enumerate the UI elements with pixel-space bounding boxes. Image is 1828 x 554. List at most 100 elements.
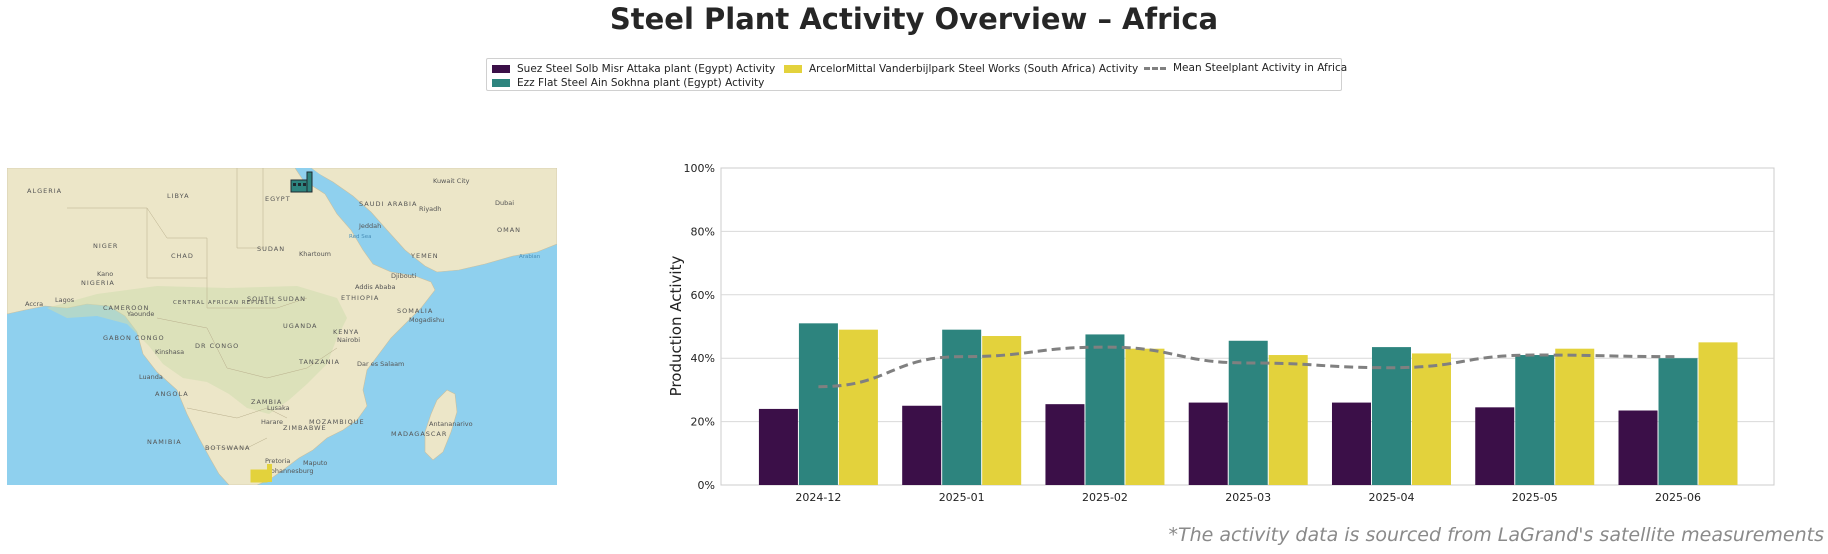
bar	[902, 405, 942, 485]
map-label: UGANDA	[283, 322, 317, 330]
footnote: *The activity data is sourced from LaGra…	[1168, 524, 1824, 546]
map-label: Djibouti	[391, 272, 416, 280]
map-label: YEMEN	[410, 252, 439, 260]
map-label: SUDAN	[257, 245, 285, 253]
map-label: Arabian	[519, 254, 541, 260]
map-land-arabia	[310, 168, 557, 273]
legend-label-mean: Mean Steelplant Activity in Africa	[1173, 62, 1348, 74]
map-label: Yaounde	[126, 310, 154, 318]
map-label: Maputo	[303, 459, 327, 467]
bar	[1331, 402, 1371, 485]
map-label: KENYA	[333, 328, 359, 336]
x-tick-label: 2025-06	[1655, 491, 1701, 504]
map-label: CHAD	[171, 252, 194, 260]
map-label: TANZANIA	[298, 358, 340, 366]
legend-item-ezz: Ezz Flat Steel Ain Sokhna plant (Egypt) …	[492, 77, 764, 89]
y-axis-label: Production Activity	[667, 256, 685, 397]
y-tick-labels: 0% 20% 40% 60% 80% 100%	[684, 162, 715, 492]
bar	[1618, 410, 1658, 485]
bar	[838, 329, 878, 485]
bar	[1188, 402, 1228, 485]
legend-swatch-arcelor	[784, 65, 802, 73]
bar	[1045, 404, 1085, 485]
map-label: ZIMBABWE	[283, 424, 327, 432]
map-label: Johannesburg	[268, 467, 314, 475]
legend-label-arcelor: ArcelorMittal Vanderbijlpark Steel Works…	[809, 63, 1139, 75]
map-label: DR CONGO	[195, 342, 239, 350]
x-tick-labels: 2024-12 2025-01 2025-02 2025-03 2025-04 2025-…	[795, 491, 1701, 504]
map-label: BOTSWANA	[205, 444, 250, 452]
map-label: Dubai	[495, 199, 514, 207]
map-label: Lagos	[55, 296, 75, 304]
map-land-madagascar	[424, 389, 458, 461]
mean-line-series	[818, 345, 1679, 389]
map-label: ALGERIA	[27, 187, 62, 195]
x-tick-label: 2025-01	[939, 491, 985, 504]
map-label: Kano	[97, 270, 113, 278]
y-tick-label: 40%	[691, 352, 715, 365]
y-tick-label: 60%	[691, 289, 715, 302]
legend-label-suez: Suez Steel Solb Misr Attaka plant (Egypt…	[517, 63, 776, 75]
factory-marker-egypt[interactable]	[290, 171, 313, 193]
x-tick-label: 2025-05	[1512, 491, 1558, 504]
bar	[1085, 334, 1125, 485]
bar	[1698, 342, 1738, 485]
map-label: Mogadishu	[409, 316, 444, 324]
map-label: Kinshasa	[155, 348, 184, 356]
map-label: ZAMBIA	[251, 398, 282, 406]
map-red-sea	[311, 168, 395, 270]
bar	[1411, 353, 1451, 485]
map-label: EGYPT	[265, 195, 291, 203]
map-label: MADAGASCAR	[391, 430, 447, 438]
map-label: SOMALIA	[397, 307, 433, 315]
legend-item-arcelor: ArcelorMittal Vanderbijlpark Steel Works…	[784, 63, 1138, 75]
africa-map[interactable]: ALGERIA LIBYA EGYPT SAUDI ARABIA Kuwait …	[7, 168, 557, 485]
map-label: CENTRAL AFRICAN REPUBLIC	[173, 300, 277, 306]
map-canvas: ALGERIA LIBYA EGYPT SAUDI ARABIA Kuwait …	[7, 168, 557, 485]
bar-series	[758, 323, 1738, 485]
bar	[1515, 355, 1555, 485]
map-label: Kuwait City	[433, 177, 470, 185]
map-label: CAMEROON	[103, 304, 149, 312]
map-label: NAMIBIA	[147, 438, 182, 446]
legend-label-ezz: Ezz Flat Steel Ain Sokhna plant (Egypt) …	[517, 77, 765, 89]
bar	[942, 329, 982, 485]
y-tick-label: 80%	[691, 225, 715, 238]
map-label: Harare	[261, 418, 283, 426]
map-label: Red Sea	[349, 234, 371, 240]
map-label: Pretoria	[265, 457, 290, 465]
y-tick-label: 20%	[691, 416, 715, 429]
x-tick-label: 2025-04	[1368, 491, 1414, 504]
legend-swatch-suez	[492, 65, 510, 73]
x-tick-label: 2024-12	[795, 491, 841, 504]
map-label: OMAN	[497, 226, 521, 234]
map-label: MOZAMBIQUE	[309, 418, 365, 426]
map-label: Addis Ababa	[355, 283, 396, 291]
map-label: GABON	[103, 334, 132, 342]
legend-dash-mean	[1144, 66, 1166, 70]
map-labels: ALGERIA LIBYA EGYPT SAUDI ARABIA Kuwait …	[25, 177, 541, 475]
map-label: ETHIOPIA	[341, 294, 379, 302]
map-label: NIGER	[93, 242, 118, 250]
map-label: Luanda	[139, 373, 163, 381]
map-label: SAUDI ARABIA	[359, 200, 417, 208]
bar	[1125, 348, 1165, 485]
factory-marker-south-africa[interactable]	[250, 464, 272, 483]
map-label: ANGOLA	[155, 390, 189, 398]
map-borders	[67, 168, 338, 449]
bar	[1555, 348, 1595, 485]
bar	[1228, 340, 1268, 485]
x-tick-label: 2025-02	[1082, 491, 1128, 504]
map-label: CONGO	[135, 334, 165, 342]
y-tick-label: 0%	[698, 479, 715, 492]
chart-legend: Suez Steel Solb Misr Attaka plant (Egypt…	[486, 58, 1347, 91]
map-label: Riyadh	[419, 205, 441, 213]
map-label: Antananarivo	[429, 420, 473, 428]
legend-item-suez: Suez Steel Solb Misr Attaka plant (Egypt…	[492, 63, 775, 75]
map-label: Nairobi	[337, 336, 360, 344]
bar	[1371, 347, 1411, 485]
map-label: SOUTH SUDAN	[247, 295, 306, 303]
map-label: Khartoum	[299, 250, 331, 258]
x-tick-label: 2025-03	[1225, 491, 1271, 504]
map-label: LIBYA	[167, 192, 190, 200]
